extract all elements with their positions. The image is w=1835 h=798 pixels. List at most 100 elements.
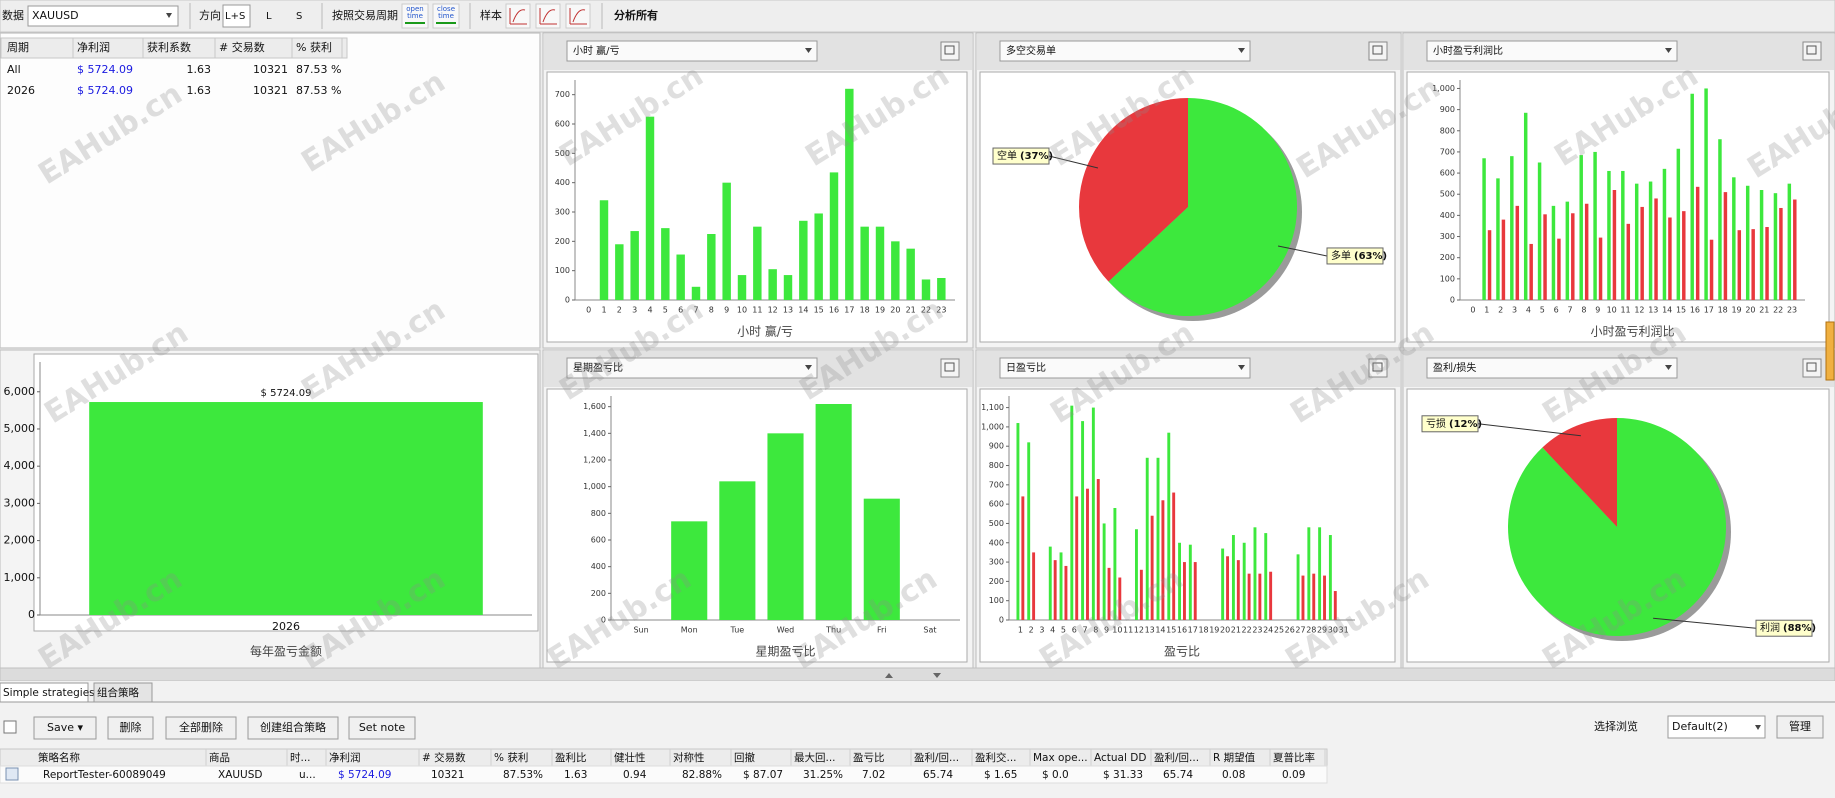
bar (1027, 442, 1031, 620)
button[interactable] (33, 716, 97, 740)
maximize-icon[interactable] (940, 358, 960, 378)
table-header-cell: 盈利/回... (914, 752, 959, 764)
table-cell: 65.74 (1163, 769, 1193, 781)
row-checkbox[interactable] (5, 767, 19, 781)
bar (1695, 186, 1700, 300)
table-header-cell: 时... (290, 752, 311, 764)
summary-cell: 2026 (7, 84, 35, 97)
y-tick-label: 700 (555, 90, 570, 99)
y-tick-label: 1,200 (583, 456, 606, 465)
scroll-thumb[interactable] (1825, 321, 1835, 381)
x-tick-label: 5 (663, 306, 668, 315)
dropdown-arrow (1665, 48, 1672, 53)
maximize-icon[interactable] (940, 41, 960, 61)
button[interactable] (165, 716, 237, 740)
direction-selected[interactable] (222, 4, 251, 28)
bar (1064, 565, 1068, 620)
maximize-icon[interactable] (1802, 358, 1822, 378)
y-tick-label: 5,000 (4, 422, 36, 435)
toolbar (0, 0, 1835, 33)
x-tick-label: 13 (1145, 626, 1155, 635)
table-header-cell: 盈利/回... (1154, 752, 1199, 764)
bar (1565, 201, 1570, 300)
button-label: 删除 (120, 720, 142, 734)
bar (1759, 190, 1764, 300)
chart-selector[interactable] (566, 40, 818, 62)
button[interactable] (107, 716, 154, 740)
bar (1745, 185, 1750, 300)
bar (1242, 542, 1246, 620)
view-select-value: Default(2) (1672, 720, 1728, 733)
y-tick-label: 900 (1440, 105, 1455, 114)
bar (1676, 148, 1681, 300)
x-tick-label: 22 (1773, 306, 1783, 315)
chart-selector[interactable] (999, 357, 1251, 379)
maximize-glyph (1806, 45, 1817, 55)
callout-line (1477, 423, 1581, 437)
manage-button[interactable] (1776, 715, 1824, 739)
bar (737, 275, 747, 300)
x-tick-label: 25 (1274, 626, 1284, 635)
summary-header-cell: 获利系数 (147, 41, 191, 54)
bar (921, 279, 931, 300)
bar (1682, 211, 1686, 300)
x-tick-label: 15 (814, 306, 824, 315)
bar (1081, 421, 1085, 620)
symbol-select[interactable] (27, 5, 179, 27)
bar (1096, 479, 1100, 620)
bar (676, 254, 685, 300)
y-tick-label: 600 (555, 120, 570, 129)
button-label: 全部删除 (179, 720, 223, 734)
x-tick-label: 17 (1188, 626, 1198, 635)
chart-selector[interactable] (999, 40, 1251, 62)
x-tick-label: 11 (1620, 306, 1630, 315)
bar (671, 521, 708, 620)
bar (1537, 162, 1542, 300)
y-tick-label: 300 (1440, 232, 1455, 241)
chart-selector[interactable] (1426, 357, 1678, 379)
x-tick-label: 16 (1177, 626, 1187, 635)
bar (1113, 508, 1117, 620)
bar (863, 498, 900, 620)
icon-text: time (407, 12, 423, 20)
button[interactable] (348, 716, 416, 740)
dropdown-arrow (1238, 48, 1245, 53)
pie-value-label: (12%) (1449, 419, 1482, 430)
callout-box (1755, 619, 1813, 637)
y-tick-label: 0 (601, 616, 606, 625)
bar (630, 231, 639, 300)
bar (1515, 205, 1520, 300)
bar (753, 226, 762, 300)
callout-line (1048, 155, 1099, 169)
x-tick-label: 4 (1526, 306, 1531, 315)
chart-selector[interactable] (1426, 40, 1678, 62)
x-tick-label: 10 (737, 306, 747, 315)
maximize-icon[interactable] (1368, 41, 1388, 61)
bar (1737, 230, 1742, 300)
bar (1333, 591, 1337, 620)
table-header-cell: 盈亏比 (853, 751, 885, 764)
pie-category: 空单 (997, 149, 1017, 162)
table-header-cell: 最大回... (794, 751, 836, 764)
checkbox[interactable] (3, 720, 17, 734)
bar (1183, 562, 1186, 620)
table-header-cell: Actual DD (1094, 752, 1146, 764)
y-tick-label: 200 (555, 237, 570, 246)
x-axis-label: 小时盈亏利润比 (1590, 325, 1674, 339)
table-cell: 1.63 (564, 769, 587, 781)
bar (1551, 205, 1556, 300)
maximize-glyph (1372, 362, 1383, 372)
button[interactable] (247, 716, 339, 740)
x-tick-label: 30 (1328, 626, 1338, 635)
bar (937, 278, 946, 300)
maximize-icon[interactable] (1802, 41, 1822, 61)
chart-selector-value: 星期盈亏比 (573, 362, 623, 374)
summary-header-cell: 净利润 (77, 40, 110, 54)
bar (1075, 496, 1079, 620)
bar (1482, 158, 1486, 300)
x-tick-label: 19 (875, 306, 885, 315)
view-select[interactable] (1667, 715, 1766, 739)
chart-selector[interactable] (566, 357, 818, 379)
y-tick-label: 200 (989, 577, 1004, 586)
callout-line (1277, 245, 1328, 257)
